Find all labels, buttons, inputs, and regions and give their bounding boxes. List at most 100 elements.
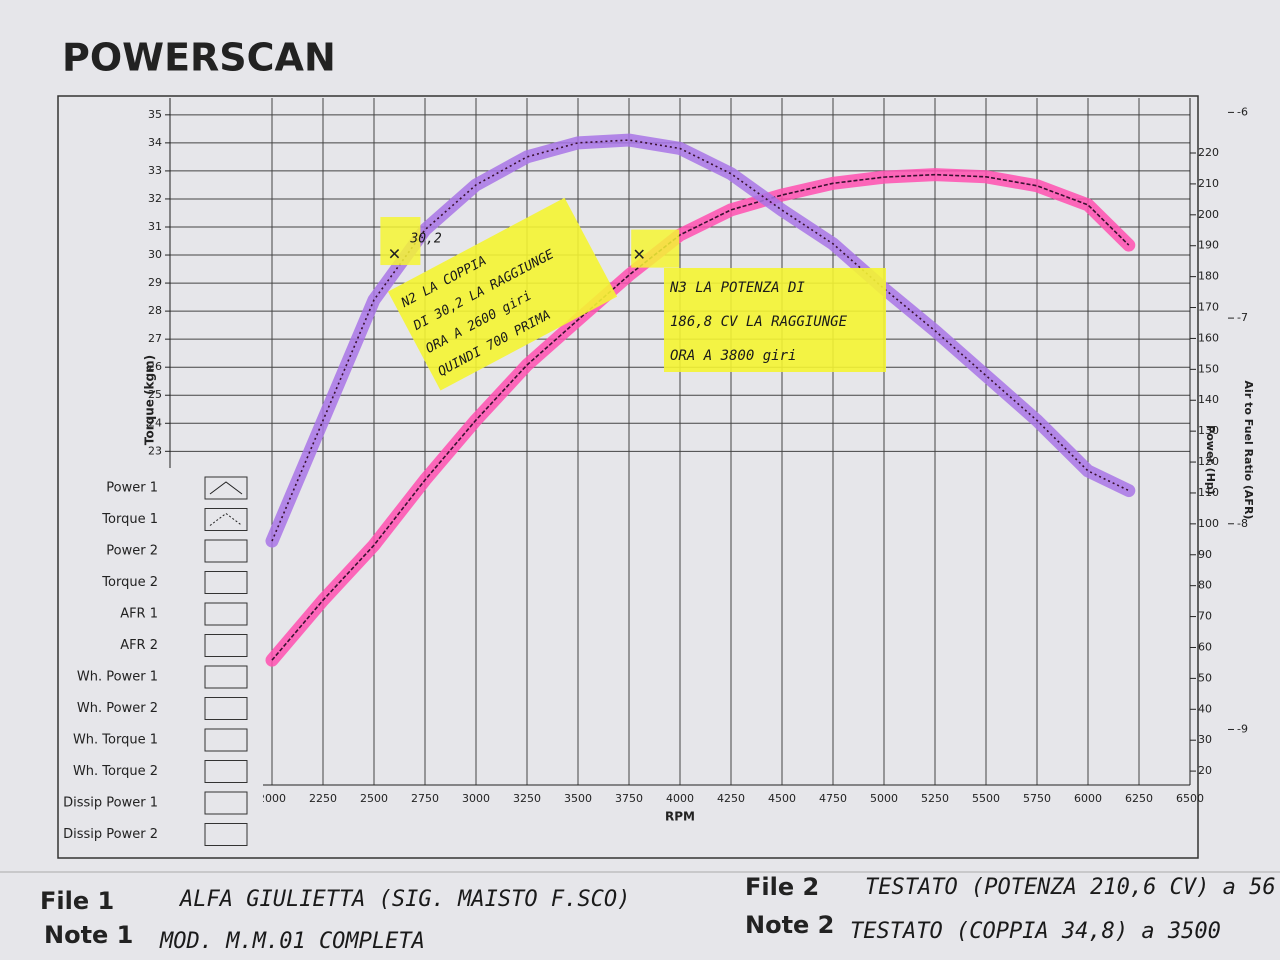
x-tick-label: 3000 — [462, 792, 490, 805]
y-tick-label: 25 — [148, 388, 162, 401]
legend-symbol — [209, 481, 243, 495]
y2-tick-label: 200 — [1198, 208, 1219, 221]
legend-swatch — [204, 539, 248, 563]
x-tick-label: 3500 — [564, 792, 592, 805]
x-tick-label: 2000 — [258, 792, 286, 805]
legend-swatch — [204, 476, 248, 500]
highlight-box — [387, 197, 618, 391]
y3-tick-label: -8 — [1237, 517, 1248, 530]
y-axis-label: Torque (kgm) — [143, 355, 157, 445]
legend-swatch — [204, 760, 248, 783]
y2-tick-label: 70 — [1198, 610, 1212, 623]
y-tick-label: 24 — [148, 416, 162, 429]
highlight-box — [664, 268, 886, 372]
legend-swatch — [204, 697, 248, 720]
legend-label: Power 1 — [106, 481, 158, 496]
legend-swatch — [204, 791, 248, 815]
legend-label: AFR 2 — [120, 638, 158, 653]
legend-label: Wh. Power 1 — [77, 670, 158, 685]
x-tick-label: 6500 — [1176, 792, 1204, 805]
x-axis-label: RPM — [665, 810, 695, 824]
x-tick-label: 5750 — [1023, 792, 1051, 805]
x-tick-label: 3750 — [615, 792, 643, 805]
annotation-text: ORA A 3800 giri — [670, 348, 796, 364]
annotation-text: 186,8 CV LA RAGGIUNGE — [670, 314, 848, 330]
x-tick-label: 5500 — [972, 792, 1000, 805]
annotation-text: 30,2 — [409, 232, 441, 247]
legend-label: Torque 2 — [101, 575, 158, 590]
legend-label: AFR 1 — [120, 607, 158, 622]
legend-swatch — [204, 571, 248, 594]
legend-label: Torque 1 — [101, 512, 158, 527]
file2-value: TESTATO (POTENZA 210,6 CV) a 56 — [865, 875, 1276, 900]
y2-tick-label: 220 — [1198, 146, 1219, 159]
legend-label: Wh. Torque 1 — [73, 733, 158, 748]
y-tick-label: 30 — [148, 248, 162, 261]
y2-tick-label: 160 — [1198, 331, 1219, 344]
legend-label: Power 2 — [106, 544, 158, 559]
y2-tick-label: 120 — [1198, 455, 1219, 468]
y2-tick-label: 60 — [1198, 640, 1212, 653]
y-tick-label: 29 — [148, 276, 162, 289]
legend-swatch — [204, 508, 248, 531]
x-tick-label: 4250 — [717, 792, 745, 805]
y2-tick-label: 140 — [1198, 393, 1219, 406]
legend-swatch — [204, 665, 248, 689]
highlight-box — [380, 217, 421, 266]
y2-tick-label: 210 — [1198, 177, 1219, 190]
y-tick-label: 35 — [148, 108, 162, 121]
note2-label: Note 2 — [745, 911, 834, 939]
x-tick-label: 2250 — [309, 792, 337, 805]
y-tick-label: 33 — [148, 164, 162, 177]
y3-axis-label: Air to Fuel Ratio (AFR) — [1242, 381, 1255, 520]
y-tick-label: 32 — [148, 192, 162, 205]
annotation-text: N3 LA POTENZA DI — [669, 280, 805, 296]
y2-tick-label: 100 — [1198, 517, 1219, 530]
x-tick-label: 4750 — [819, 792, 847, 805]
annotation-marker: ✕ — [632, 245, 645, 264]
y-tick-label: 31 — [148, 220, 162, 233]
y2-tick-label: 90 — [1198, 548, 1212, 561]
x-tick-label: 5250 — [921, 792, 949, 805]
y2-tick-label: 80 — [1198, 579, 1212, 592]
y2-tick-label: 20 — [1198, 764, 1212, 777]
legend-label: Dissip Power 1 — [63, 796, 158, 811]
y2-tick-label: 110 — [1198, 486, 1219, 499]
y2-tick-label: 30 — [1198, 733, 1212, 746]
y3-tick-label: -7 — [1237, 311, 1248, 324]
chart-frame — [57, 95, 1199, 859]
y2-tick-label: 40 — [1198, 702, 1212, 715]
note1-label: Note 1 — [44, 921, 133, 949]
x-tick-label: 2750 — [411, 792, 439, 805]
y2-tick-label: 150 — [1198, 362, 1219, 375]
legend-swatch — [204, 602, 248, 626]
chart-title: POWERSCAN — [62, 36, 336, 80]
y-tick-label: 27 — [148, 332, 162, 345]
y-tick-label: 26 — [148, 360, 162, 373]
series-line — [271, 173, 1130, 661]
x-tick-label: 2500 — [360, 792, 388, 805]
legend-swatch — [204, 728, 248, 752]
x-tick-label: 3250 — [513, 792, 541, 805]
legend-label: Wh. Torque 2 — [73, 764, 158, 779]
file2-label: File 2 — [745, 873, 819, 901]
y2-tick-label: 130 — [1198, 424, 1219, 437]
y-tick-label: 23 — [148, 444, 162, 457]
x-tick-label: 4000 — [666, 792, 694, 805]
file1-label: File 1 — [40, 887, 114, 915]
annotation-marker: ✕ — [388, 245, 401, 264]
y-tick-label: 34 — [148, 136, 162, 149]
x-tick-label: 4500 — [768, 792, 796, 805]
y-tick-label: 28 — [148, 304, 162, 317]
legend-symbol — [209, 512, 243, 526]
legend-swatch — [204, 823, 248, 846]
y3-tick-label: -6 — [1237, 105, 1248, 118]
legend-label: Dissip Power 2 — [63, 827, 158, 842]
highlight-box — [631, 229, 680, 268]
file1-value: ALFA GIULIETTA (SIG. MAISTO F.SCO) — [178, 887, 630, 912]
x-tick-label: 5000 — [870, 792, 898, 805]
note2-value: TESTATO (COPPIA 34,8) a 3500 — [850, 919, 1221, 944]
x-tick-label: 6000 — [1074, 792, 1102, 805]
